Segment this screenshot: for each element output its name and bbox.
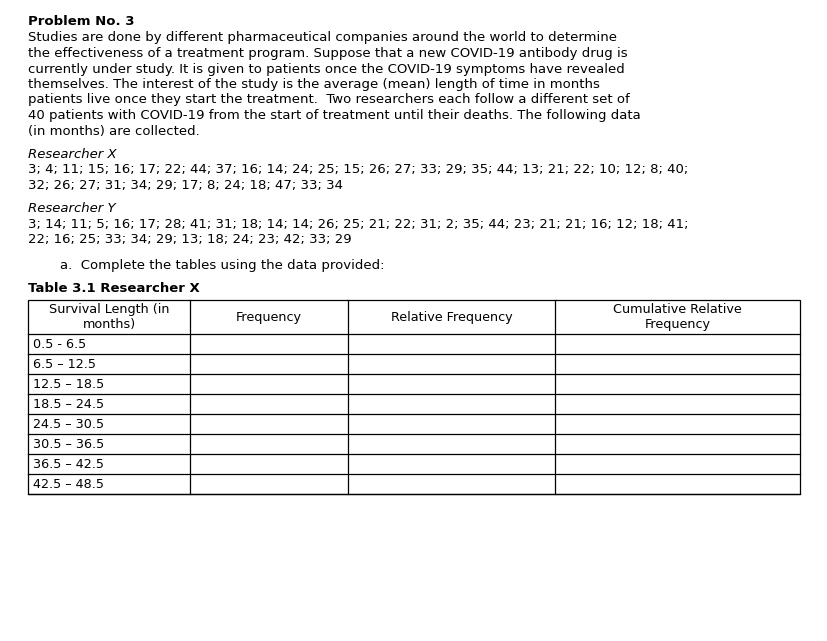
Text: 32; 26; 27; 31; 34; 29; 17; 8; 24; 18; 47; 33; 34: 32; 26; 27; 31; 34; 29; 17; 8; 24; 18; 4… <box>28 179 342 192</box>
Text: Problem No. 3: Problem No. 3 <box>28 15 134 28</box>
Text: Survival Length (in
months): Survival Length (in months) <box>49 303 169 331</box>
Text: 24.5 – 30.5: 24.5 – 30.5 <box>33 417 104 431</box>
Text: a.  Complete the tables using the data provided:: a. Complete the tables using the data pr… <box>60 259 384 272</box>
Text: currently under study. It is given to patients once the COVID-19 symptoms have r: currently under study. It is given to pa… <box>28 63 624 76</box>
Text: the effectiveness of a treatment program. Suppose that a new COVID-19 antibody d: the effectiveness of a treatment program… <box>28 47 627 60</box>
Text: Frequency: Frequency <box>236 310 302 324</box>
Text: 0.5 - 6.5: 0.5 - 6.5 <box>33 338 86 351</box>
Text: 18.5 – 24.5: 18.5 – 24.5 <box>33 397 104 410</box>
Text: 12.5 – 18.5: 12.5 – 18.5 <box>33 378 104 390</box>
Text: 22; 16; 25; 33; 34; 29; 13; 18; 24; 23; 42; 33; 29: 22; 16; 25; 33; 34; 29; 13; 18; 24; 23; … <box>28 233 351 247</box>
Text: 36.5 – 42.5: 36.5 – 42.5 <box>33 458 104 470</box>
Text: Table 3.1 Researcher X: Table 3.1 Researcher X <box>28 283 199 296</box>
Text: 6.5 – 12.5: 6.5 – 12.5 <box>33 358 96 370</box>
Text: Researcher Y: Researcher Y <box>28 203 116 215</box>
Text: 3; 14; 11; 5; 16; 17; 28; 41; 31; 18; 14; 14; 26; 25; 21; 22; 31; 2; 35; 44; 23;: 3; 14; 11; 5; 16; 17; 28; 41; 31; 18; 14… <box>28 218 688 231</box>
Text: 40 patients with COVID-19 from the start of treatment until their deaths. The fo: 40 patients with COVID-19 from the start… <box>28 109 640 122</box>
Text: 42.5 – 48.5: 42.5 – 48.5 <box>33 478 104 490</box>
Text: Studies are done by different pharmaceutical companies around the world to deter: Studies are done by different pharmaceut… <box>28 31 616 44</box>
Text: Relative Frequency: Relative Frequency <box>390 310 512 324</box>
Text: themselves. The interest of the study is the average (mean) length of time in mo: themselves. The interest of the study is… <box>28 78 599 91</box>
Text: patients live once they start the treatment.  Two researchers each follow a diff: patients live once they start the treatm… <box>28 94 629 106</box>
Text: Researcher X: Researcher X <box>28 148 117 161</box>
Text: (in months) are collected.: (in months) are collected. <box>28 124 199 138</box>
Text: 3; 4; 11; 15; 16; 17; 22; 44; 37; 16; 14; 24; 25; 15; 26; 27; 33; 29; 35; 44; 13: 3; 4; 11; 15; 16; 17; 22; 44; 37; 16; 14… <box>28 163 687 176</box>
Bar <box>28 300 799 494</box>
Text: Cumulative Relative
Frequency: Cumulative Relative Frequency <box>613 303 741 331</box>
Text: 30.5 – 36.5: 30.5 – 36.5 <box>33 438 104 451</box>
